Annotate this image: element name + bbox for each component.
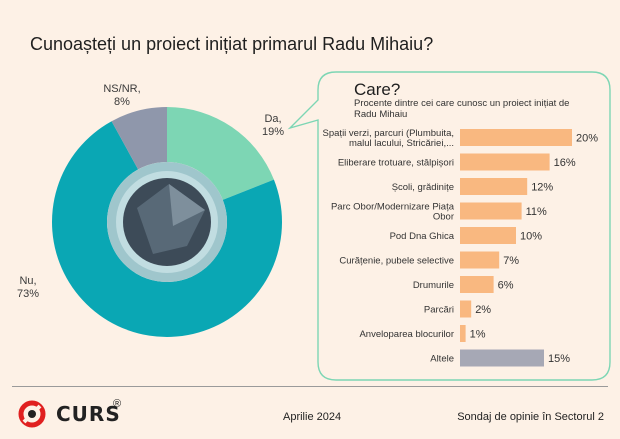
bar-category-label-1-0: Eliberare trotuare, stâlpișori bbox=[338, 158, 454, 169]
donut-slice-nu bbox=[51, 121, 282, 337]
bar-value-label-0: 20% bbox=[576, 133, 598, 145]
footer-survey-label: Sondaj de opinie în Sectorul 2 bbox=[457, 411, 604, 423]
logo-text: CURS bbox=[56, 402, 121, 426]
bar-category-label-7-0: Parcări bbox=[424, 305, 454, 316]
pie-label-nu-name: Nu, bbox=[19, 275, 37, 287]
donut-slice-nsnr bbox=[111, 107, 167, 170]
bar-8 bbox=[460, 325, 466, 342]
bar-7 bbox=[460, 300, 472, 318]
bar-value-label-4: 10% bbox=[520, 231, 542, 243]
footer-divider bbox=[12, 386, 608, 387]
bar-value-label-1: 16% bbox=[554, 157, 576, 169]
bar-3 bbox=[460, 202, 522, 220]
callout-shape bbox=[287, 71, 611, 381]
donut-center-highlight bbox=[169, 184, 205, 226]
bar-value-label-5: 7% bbox=[503, 255, 519, 267]
bar-1 bbox=[460, 153, 550, 171]
bar-4 bbox=[460, 227, 516, 244]
bar-value-label-8: 1% bbox=[470, 329, 486, 341]
pie-label-da-value: 19% bbox=[261, 126, 285, 138]
bar-category-label-9-0: Altele bbox=[430, 354, 454, 365]
bar-category-label-2-0: Școli, grădinițe bbox=[392, 182, 454, 193]
bar-category-label-0-1: malul lacului, Stricăriei,... bbox=[349, 138, 454, 149]
bar-value-label-9: 15% bbox=[548, 353, 570, 365]
bar-chart-subtitle: Procente dintre cei care cunosc un proie… bbox=[354, 98, 570, 120]
bar-category-label-6-0: Drumurile bbox=[413, 280, 454, 291]
bar-value-label-7: 2% bbox=[475, 304, 491, 316]
pie-label-nu: Nu, 73% bbox=[10, 275, 46, 301]
logo-registered-mark: ® bbox=[113, 398, 122, 410]
pie-label-nu-value: 73% bbox=[16, 288, 40, 300]
bar-value-label-6: 6% bbox=[498, 280, 514, 292]
bar-9 bbox=[460, 349, 544, 367]
pie-label-nsnr: NS/NR, 8% bbox=[100, 83, 144, 109]
footer-date: Aprilie 2024 bbox=[283, 411, 342, 423]
pie-label-da-name: Da, bbox=[264, 113, 282, 125]
bar-chart-title: Care? bbox=[354, 80, 401, 99]
page-title: Cunoașteți un proiect inițiat primarul R… bbox=[30, 34, 434, 54]
bar-value-label-3: 11% bbox=[526, 206, 547, 218]
bar-5 bbox=[460, 251, 500, 269]
bar-6 bbox=[460, 276, 494, 293]
bar-2 bbox=[460, 178, 528, 195]
pie-label-nsnr-value: 8% bbox=[114, 96, 130, 108]
bar-value-label-2: 12% bbox=[531, 182, 553, 194]
bar-0 bbox=[460, 129, 572, 146]
bar-category-label-3-0: Parc Obor/Modernizare Piața bbox=[331, 202, 455, 213]
pie-label-nsnr-name: NS/NR, bbox=[103, 83, 141, 95]
pie-label-da: Da, 19% bbox=[258, 113, 288, 139]
bar-category-label-8-0: Anvelopareа blocurilor bbox=[359, 329, 454, 340]
bar-category-label-4-0: Pod Dna Ghica bbox=[390, 231, 455, 242]
donut-slice-da bbox=[167, 107, 274, 200]
bar-category-label-5-0: Curățenie, pubele selective bbox=[339, 256, 454, 267]
curs-logo-icon bbox=[18, 400, 46, 428]
bar-category-label-3-1: Obor bbox=[433, 212, 454, 223]
bar-category-label-0-0: Spații verzi, parcuri (Plumbuita, bbox=[323, 128, 454, 139]
